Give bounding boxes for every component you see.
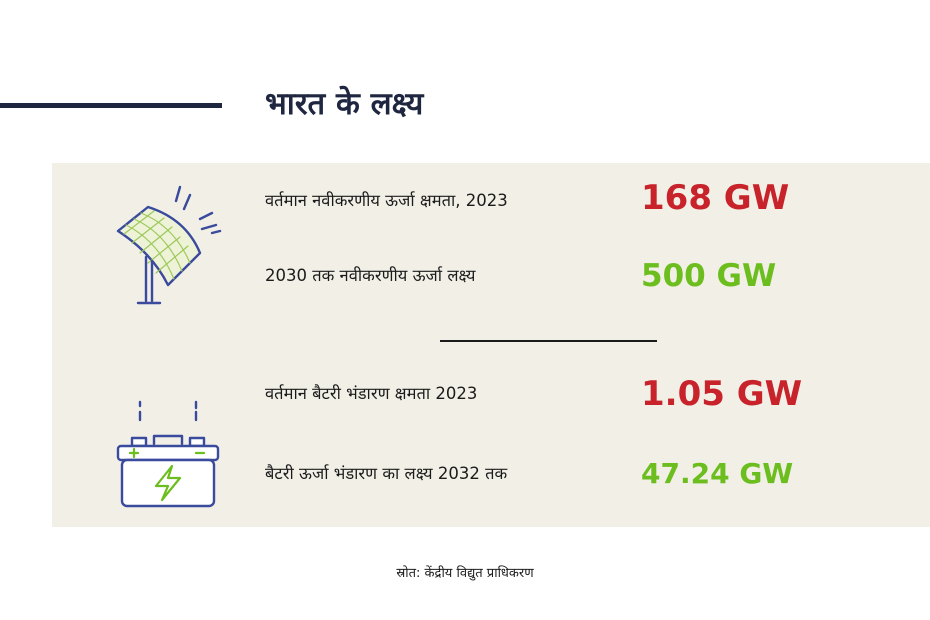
current-renewable-label: वर्तमान नवीकरणीय ऊर्जा क्षमता, 2023 [265,191,508,210]
title-rule [0,103,222,108]
target-renewable-value: 500 GW [641,258,777,294]
current-battery-value: 1.05 GW [641,374,803,414]
current-battery-label: वर्तमान बैटरी भंडारण क्षमता 2023 [265,384,478,403]
target-renewable-label: 2030 तक नवीकरणीय ऊर्जा लक्ष्य [265,266,476,285]
target-battery-value: 47.24 GW [641,457,794,490]
source-note: स्रोत: केंद्रीय विद्युत प्राधिकरण [396,566,534,581]
battery-icon [116,400,220,508]
current-renewable-value: 168 GW [641,178,790,218]
page-title: भारत के लक्ष्य [265,86,424,122]
target-battery-label: बैटरी ऊर्जा भंडारण का लक्ष्य 2032 तक [265,464,508,483]
section-divider [440,340,657,342]
solar-panel-icon [116,185,222,305]
